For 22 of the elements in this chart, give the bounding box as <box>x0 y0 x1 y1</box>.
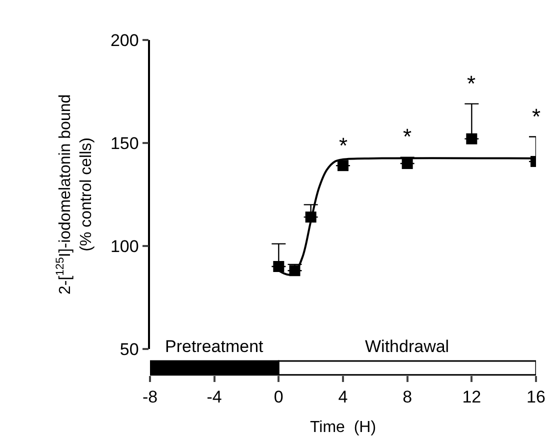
point <box>338 160 348 172</box>
x-tick-label: 16 <box>526 387 546 406</box>
y-tick-label: 150 <box>110 134 139 153</box>
x-tick-label: 4 <box>338 387 348 406</box>
annotation: Withdrawal <box>365 337 450 356</box>
point <box>402 158 413 170</box>
x-tick-label: 8 <box>402 387 412 406</box>
x-tick-label: -8 <box>142 387 158 406</box>
y-tick-label: 50 <box>120 340 139 359</box>
annotation: Pretreatment <box>165 337 264 356</box>
point <box>466 133 478 144</box>
x-tick-label: 12 <box>462 387 482 406</box>
y-tick-label: 100 <box>110 236 139 256</box>
annotation: * <box>339 133 348 158</box>
annotation: * <box>532 104 541 129</box>
point <box>273 260 284 272</box>
y-tick-label: 200 <box>110 30 139 50</box>
x-tick-label: -4 <box>206 387 222 406</box>
x-tick-label: 0 <box>274 387 284 406</box>
x-axis-title: Time (H) <box>310 418 376 436</box>
annotation: * <box>467 71 476 96</box>
annotation: * <box>403 124 412 149</box>
